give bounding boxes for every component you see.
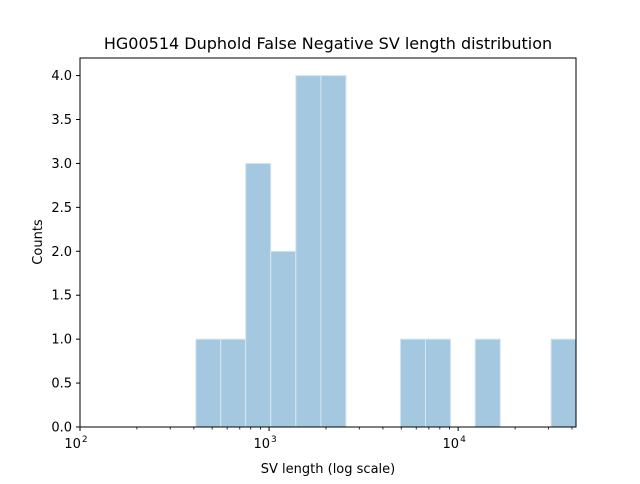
histogram-bar-10	[550, 338, 577, 428]
histogram-bar-1	[195, 338, 222, 428]
histogram-bar-7	[399, 338, 427, 428]
x-tick-label: 103	[253, 435, 276, 452]
y-tick-label: 1.0	[51, 333, 72, 348]
bars-group	[195, 75, 577, 428]
histogram-bar-5	[295, 75, 322, 428]
y-tick-label: 3.0	[51, 157, 72, 172]
x-axis-label: SV length (log scale)	[261, 462, 395, 477]
histogram-bar-8	[425, 338, 452, 428]
y-tick-label: 0.5	[51, 377, 72, 392]
histogram-bar-4	[270, 250, 297, 428]
ticks-group: 0.0 0.5 1.0 1.5 2.0 2.5 3.0 3.5 4.0 102 103 104	[51, 69, 573, 452]
plot-frame	[79, 57, 577, 428]
histogram-bar-2	[220, 338, 247, 428]
y-tick-label: 2.0	[51, 245, 72, 260]
y-tick-label: 3.5	[51, 113, 72, 128]
y-tick-label: 0.0	[51, 421, 72, 436]
x-tick-label: 102	[64, 435, 87, 452]
y-tick-label: 1.5	[51, 289, 72, 304]
x-tick-label: 104	[443, 435, 467, 452]
y-axis-label: Counts	[31, 219, 46, 265]
chart-title: HG00514 Duphold False Negative SV length…	[104, 34, 552, 53]
histogram-bar-6	[320, 75, 347, 428]
y-tick-label: 4.0	[51, 69, 72, 84]
histogram-bar-3	[245, 162, 272, 428]
y-tick-label: 2.5	[51, 201, 72, 216]
histogram-bar-9	[474, 338, 501, 428]
